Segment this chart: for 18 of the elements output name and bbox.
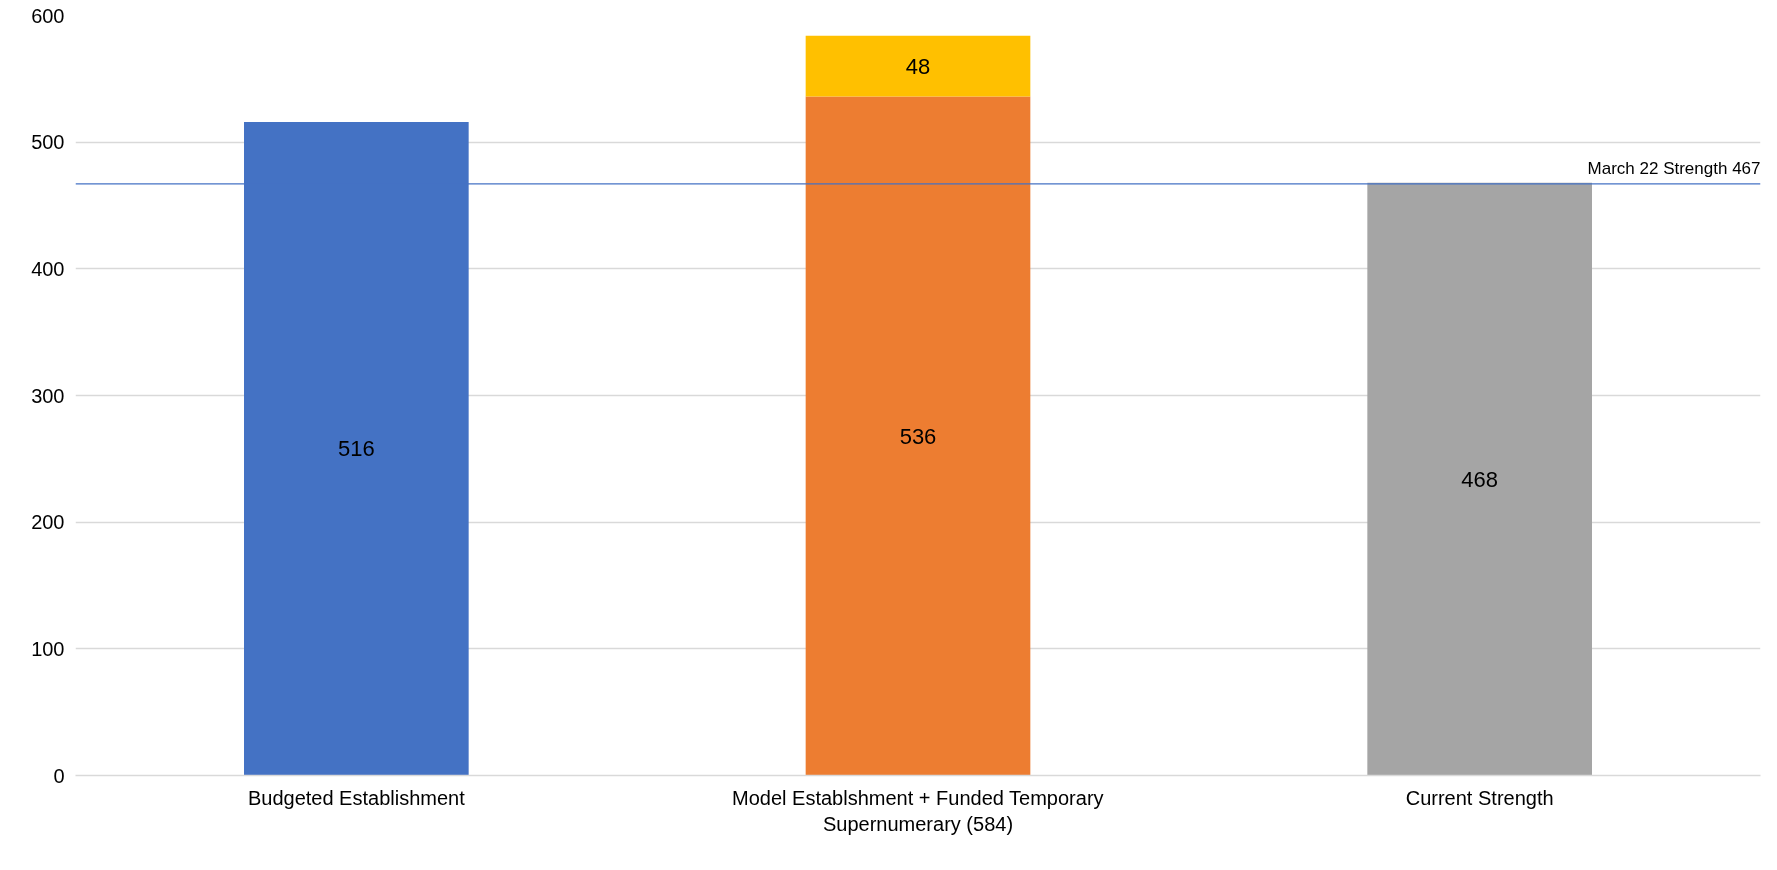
y-tick-label: 200 [31,511,65,534]
x-tick-label: Current Strength [1405,786,1554,809]
ref-line-label: March 22 Strength 467 [1587,158,1761,178]
y-tick-label: 0 [53,764,65,787]
bar [805,35,1031,97]
bar [805,96,1031,776]
data-label: 536 [899,423,937,449]
y-tick-label: 400 [31,257,65,280]
data-label: 516 [337,436,375,462]
y-tick-label: 500 [31,131,65,154]
x-tick-label: Budgeted Establishment [247,786,466,809]
y-tick-label: 100 [31,637,65,660]
x-tick-label: Model Establshment + Funded Temporary Supernumerary (584) [732,786,1104,835]
y-tick-label: 600 [31,4,65,27]
y-tick-label: 300 [31,384,65,407]
data-label: 48 [905,53,931,79]
data-label: 468 [1461,466,1499,492]
bar [1367,182,1592,776]
